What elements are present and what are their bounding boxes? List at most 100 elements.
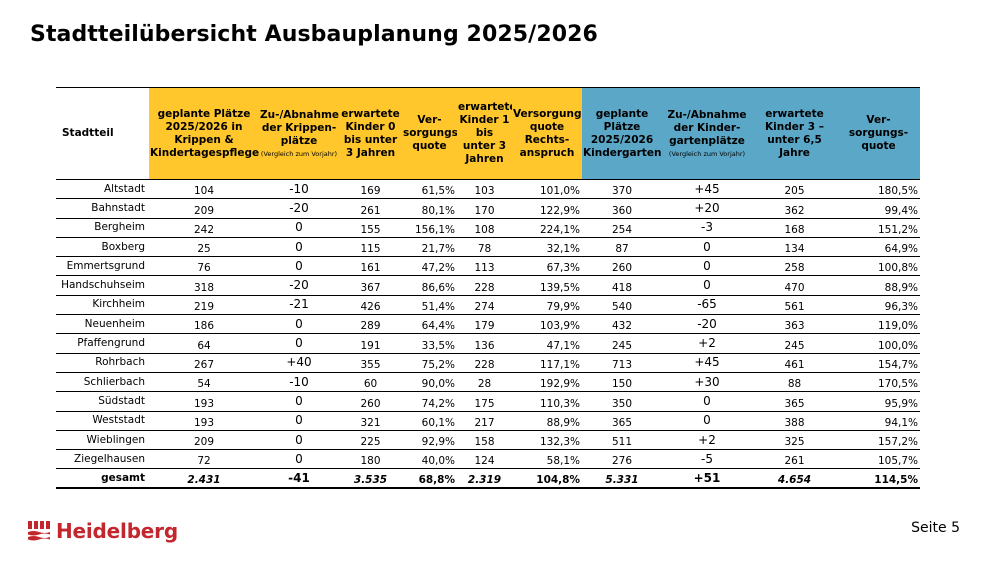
cell-erw-0-3: 426 bbox=[339, 295, 402, 316]
cell-stadtteil: Kirchheim bbox=[56, 295, 149, 316]
cell-erw-3-65: 258 bbox=[752, 256, 837, 277]
cell-geplante-kk: 193 bbox=[149, 411, 259, 431]
cell-zuab-kg: -5 bbox=[662, 449, 752, 470]
header-zuab-krippe: Zu-/Abnahme der Krippen-plätze (Vergleic… bbox=[259, 87, 339, 180]
cell-erw-0-3: 169 bbox=[339, 179, 402, 200]
header-quote-kg: Ver-sorgungs-quote bbox=[837, 87, 920, 180]
cell-erw-3-65: 261 bbox=[752, 449, 837, 470]
cell-geplante-kk: 76 bbox=[149, 256, 259, 277]
table-row: Rohrbach 267 +40 355 75,2% 228 117,1% 713 +45 461… bbox=[56, 353, 920, 373]
cell-geplante-kk: 193 bbox=[149, 391, 259, 412]
cell-stadtteil: Ziegelhausen bbox=[56, 449, 149, 470]
cell-erw-0-3: 3.535 bbox=[339, 468, 402, 490]
cell-geplante-kg: 540 bbox=[582, 295, 662, 316]
cell-geplante-kg: 5.331 bbox=[582, 468, 662, 490]
cell-quote-rechts: 47,1% bbox=[512, 333, 582, 354]
cell-quote-kg: 180,5% bbox=[837, 179, 920, 200]
cell-zuab-krippe: 0 bbox=[259, 411, 339, 431]
cell-stadtteil: gesamt bbox=[56, 468, 149, 490]
cell-geplante-kk: 242 bbox=[149, 218, 259, 238]
cell-erw-0-3: 161 bbox=[339, 256, 402, 277]
cell-quote-0-3: 47,2% bbox=[402, 256, 457, 277]
cell-quote-0-3: 51,4% bbox=[402, 295, 457, 316]
cell-zuab-kg: +45 bbox=[662, 353, 752, 373]
cell-geplante-kk: 209 bbox=[149, 430, 259, 451]
cell-erw-1-3: 228 bbox=[457, 353, 512, 373]
cell-quote-kg: 119,0% bbox=[837, 314, 920, 335]
cell-stadtteil: Altstadt bbox=[56, 179, 149, 200]
cell-quote-0-3: 64,4% bbox=[402, 314, 457, 335]
cell-erw-3-65: 88 bbox=[752, 372, 837, 393]
cell-quote-kg: 151,2% bbox=[837, 218, 920, 238]
cell-quote-rechts: 122,9% bbox=[512, 198, 582, 219]
cell-geplante-kg: 276 bbox=[582, 449, 662, 470]
cell-stadtteil: Handschuhseim bbox=[56, 275, 149, 296]
cell-quote-rechts: 192,9% bbox=[512, 372, 582, 393]
cell-zuab-kg: 0 bbox=[662, 237, 752, 258]
cell-stadtteil: Wieblingen bbox=[56, 430, 149, 451]
cell-quote-kg: 99,4% bbox=[837, 198, 920, 219]
cell-quote-rechts: 101,0% bbox=[512, 179, 582, 200]
cell-geplante-kk: 186 bbox=[149, 314, 259, 335]
cell-geplante-kg: 350 bbox=[582, 391, 662, 412]
table-row: Bergheim 242 0 155 156,1% 108 224,1% 254 -3 168 15… bbox=[56, 218, 920, 238]
cell-stadtteil: Rohrbach bbox=[56, 353, 149, 373]
cell-geplante-kk: 54 bbox=[149, 372, 259, 393]
cell-geplante-kg: 365 bbox=[582, 411, 662, 431]
cell-geplante-kg: 713 bbox=[582, 353, 662, 373]
cell-quote-0-3: 74,2% bbox=[402, 391, 457, 412]
table-row: Neuenheim 186 0 289 64,4% 179 103,9% 432 -20 363 1… bbox=[56, 314, 920, 335]
cell-erw-0-3: 180 bbox=[339, 449, 402, 470]
cell-erw-0-3: 321 bbox=[339, 411, 402, 431]
cell-erw-3-65: 470 bbox=[752, 275, 837, 296]
cell-zuab-krippe: 0 bbox=[259, 256, 339, 277]
cell-quote-0-3: 33,5% bbox=[402, 333, 457, 354]
cell-erw-3-65: 363 bbox=[752, 314, 837, 335]
cell-quote-kg: 95,9% bbox=[837, 391, 920, 412]
cell-zuab-krippe: -10 bbox=[259, 179, 339, 200]
cell-erw-0-3: 155 bbox=[339, 218, 402, 238]
cell-erw-1-3: 28 bbox=[457, 372, 512, 393]
cell-erw-1-3: 179 bbox=[457, 314, 512, 335]
cell-quote-kg: 96,3% bbox=[837, 295, 920, 316]
cell-erw-1-3: 2.319 bbox=[457, 468, 512, 490]
cell-geplante-kk: 25 bbox=[149, 237, 259, 258]
cell-erw-1-3: 136 bbox=[457, 333, 512, 354]
cell-geplante-kg: 418 bbox=[582, 275, 662, 296]
cell-geplante-kg: 150 bbox=[582, 372, 662, 393]
header-stadtteil: Stadtteil bbox=[56, 87, 149, 180]
cell-geplante-kk: 219 bbox=[149, 295, 259, 316]
cell-erw-0-3: 260 bbox=[339, 391, 402, 412]
cell-erw-1-3: 170 bbox=[457, 198, 512, 219]
cell-erw-3-65: 365 bbox=[752, 391, 837, 412]
cell-zuab-krippe: -20 bbox=[259, 275, 339, 296]
table-header-row: Stadtteil geplante Plätze 2025/2026 in K… bbox=[56, 87, 920, 180]
cell-erw-0-3: 355 bbox=[339, 353, 402, 373]
cell-geplante-kg: 511 bbox=[582, 430, 662, 451]
cell-erw-0-3: 289 bbox=[339, 314, 402, 335]
heidelberg-logo-text: Heidelberg bbox=[56, 519, 178, 543]
cell-zuab-krippe: 0 bbox=[259, 218, 339, 238]
cell-erw-0-3: 225 bbox=[339, 430, 402, 451]
cell-stadtteil: Emmertsgrund bbox=[56, 256, 149, 277]
cell-quote-kg: 170,5% bbox=[837, 372, 920, 393]
cell-quote-kg: 157,2% bbox=[837, 430, 920, 451]
cell-zuab-krippe: -41 bbox=[259, 468, 339, 490]
cell-geplante-kg: 245 bbox=[582, 333, 662, 354]
table-row: Ziegelhausen 72 0 180 40,0% 124 58,1% 276 -5 261 1… bbox=[56, 449, 920, 470]
cell-quote-kg: 154,7% bbox=[837, 353, 920, 373]
cell-zuab-krippe: 0 bbox=[259, 430, 339, 451]
heidelberg-emblem-icon bbox=[28, 521, 50, 541]
header-quote-rechts: Versorgungs-quote Rechts-anspruch bbox=[512, 87, 582, 180]
table-row: Emmertsgrund 76 0 161 47,2% 113 67,3% 260 0 258 10… bbox=[56, 256, 920, 277]
cell-geplante-kk: 318 bbox=[149, 275, 259, 296]
cell-quote-rechts: 104,8% bbox=[512, 468, 582, 490]
cell-quote-rechts: 117,1% bbox=[512, 353, 582, 373]
cell-quote-kg: 105,7% bbox=[837, 449, 920, 470]
cell-zuab-kg: -65 bbox=[662, 295, 752, 316]
cell-geplante-kg: 370 bbox=[582, 179, 662, 200]
cell-geplante-kg: 254 bbox=[582, 218, 662, 238]
cell-geplante-kk: 72 bbox=[149, 449, 259, 470]
table-row: Boxberg 25 0 115 21,7% 78 32,1% 87 0 134 64,9% bbox=[56, 237, 920, 258]
cell-quote-0-3: 60,1% bbox=[402, 411, 457, 431]
